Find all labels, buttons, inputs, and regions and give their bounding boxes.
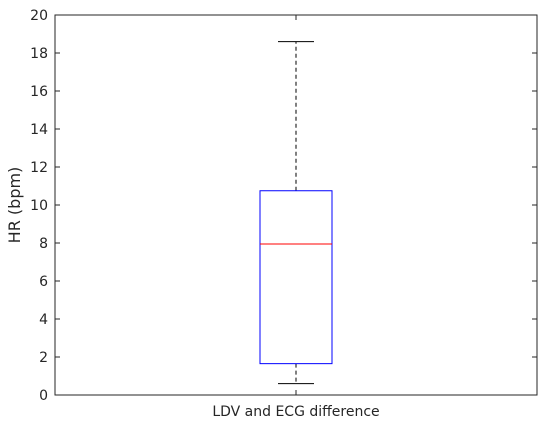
y-axis-label: HR (bpm) — [5, 167, 24, 244]
y-tick-label: 16 — [30, 84, 48, 100]
box-plot — [259, 41, 333, 385]
x-axis-ticks: LDV and ECG difference — [212, 15, 380, 420]
y-axis-ticks: 0 2 4 6 8 10 12 14 16 18 20 — [30, 8, 537, 404]
x-tick-label: LDV and ECG difference — [212, 404, 379, 420]
axes-box — [54, 14, 538, 396]
y-tick-label: 18 — [30, 46, 48, 62]
y-tick-label: 8 — [39, 236, 48, 252]
y-tick-label: 10 — [30, 198, 48, 214]
y-tick-label: 14 — [30, 122, 48, 138]
y-tick-label: 4 — [39, 312, 48, 328]
y-tick-label: 6 — [39, 274, 48, 290]
y-tick-label: 12 — [30, 160, 48, 176]
y-tick-label: 2 — [39, 350, 48, 366]
axes-frame — [54, 14, 538, 396]
y-tick-label: 20 — [30, 8, 48, 24]
iqr-box — [259, 190, 333, 365]
y-tick-label: 0 — [39, 388, 48, 404]
